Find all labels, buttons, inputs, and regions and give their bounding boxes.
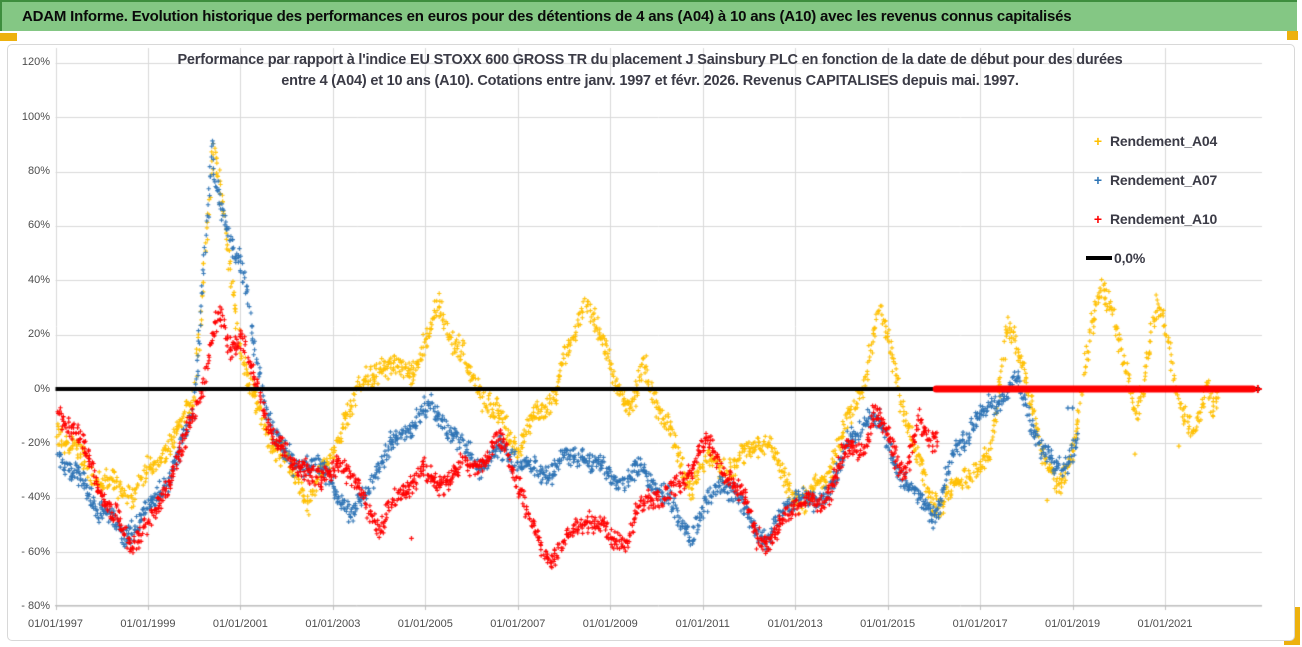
y-tick-label: - 40% [21, 491, 50, 504]
y-tick-label: 80% [27, 165, 50, 178]
legend-item-rendement-a07: + Rendement_A07 [1086, 160, 1271, 199]
x-tick-label: 01/01/2005 [397, 618, 453, 630]
x-tick-label: 01/01/2013 [767, 618, 823, 630]
legend-label: Rendement_A10 [1110, 210, 1218, 227]
chart-title-line1: Performance par rapport à l'indice EU ST… [177, 52, 1123, 68]
legend-label: Rendement_A07 [1110, 171, 1218, 188]
legend-label: Rendement_A04 [1110, 132, 1218, 149]
y-tick-label: - 60% [21, 545, 50, 558]
legend-line-swatch [1086, 255, 1112, 260]
y-tick-label: 40% [27, 273, 50, 286]
legend-label: 0,0% [1114, 249, 1146, 266]
y-tick-label: - 20% [21, 436, 50, 449]
x-tick-label: 01/01/2017 [952, 618, 1008, 630]
x-tick-label: 01/01/2015 [860, 618, 916, 630]
legend-cross-icon: + [1093, 132, 1103, 149]
legend-cross-icon: + [1093, 171, 1103, 188]
y-tick-label: 120% [21, 56, 50, 69]
y-tick-label: - 80% [21, 599, 50, 612]
y-tick-label: 60% [27, 219, 50, 232]
x-tick-label: 01/01/2007 [490, 618, 546, 630]
legend-item-rendement-a10: + Rendement_A10 [1086, 199, 1271, 238]
x-tick-label: 01/01/2011 [675, 618, 730, 630]
y-tick-label: 20% [27, 328, 50, 341]
x-tick-label: 01/01/2019 [1045, 618, 1101, 630]
y-tick-label: 100% [21, 110, 50, 123]
x-tick-label: 01/01/2003 [305, 618, 361, 630]
x-tick-label: 01/01/1999 [120, 618, 176, 630]
y-tick-label: 0% [34, 382, 50, 395]
x-tick-label: 01/01/2009 [582, 618, 638, 630]
legend-item-rendement-a04: + Rendement_A04 [1086, 121, 1271, 160]
legend: + Rendement_A04 + Rendement_A07 + Rendement_A… [1086, 121, 1271, 277]
x-tick-label: 01/01/2001 [212, 618, 268, 630]
legend-item-0-0-: 0,0% [1086, 238, 1271, 277]
legend-cross-icon: + [1093, 210, 1103, 227]
x-tick-label: 01/01/1997 [27, 618, 84, 630]
chart-title-line2: entre 4 (A04) et 10 ans (A10). Cotations… [281, 73, 1019, 89]
chart-title: Performance par rapport à l'indice EU ST… [100, 50, 1200, 92]
x-tick-label: 01/01/2021 [1137, 618, 1193, 630]
